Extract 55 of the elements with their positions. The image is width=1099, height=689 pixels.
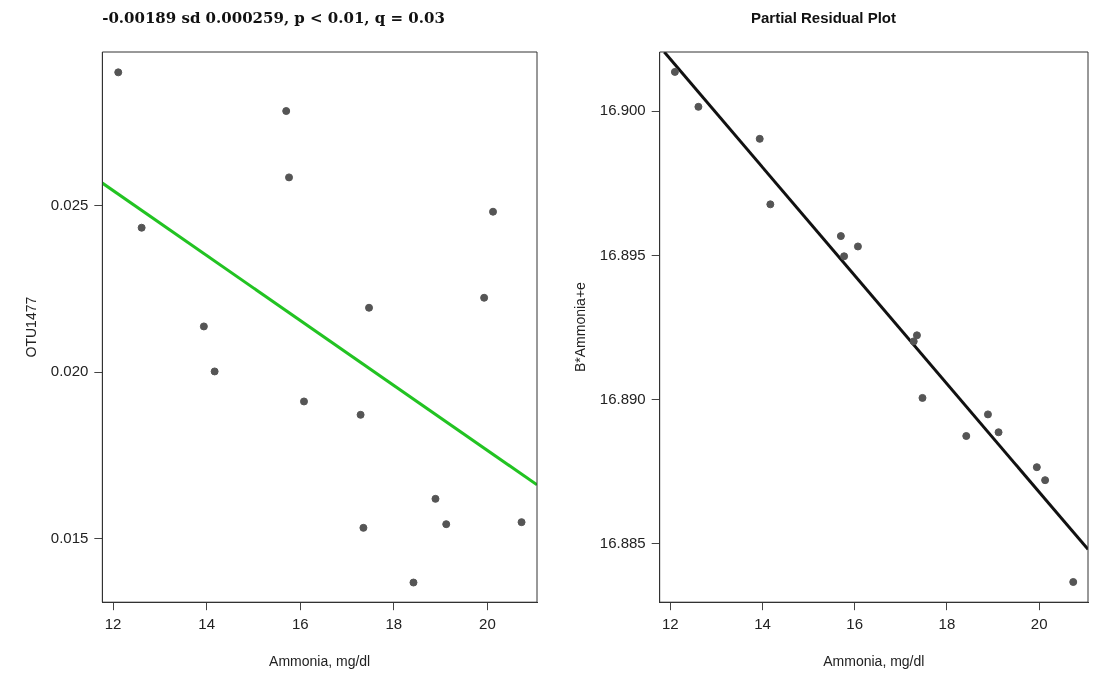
x-tick-label: 14: [198, 615, 216, 633]
x-tick-label: 12: [661, 615, 679, 633]
y-tick-label: 0.015: [50, 528, 89, 546]
point: [299, 397, 308, 406]
x-tick-label: 12: [104, 615, 122, 633]
point: [670, 67, 679, 76]
x-tick-label: 20: [479, 615, 496, 633]
x-tick-label: 16: [846, 615, 864, 633]
x-tick-label: 14: [754, 615, 771, 633]
point: [983, 410, 992, 419]
point: [840, 252, 849, 261]
y-tick-label: 16.885: [599, 534, 646, 552]
x-tick-label: 20: [1030, 615, 1048, 633]
x-axis-title: Ammonia, mg/dl: [269, 653, 371, 670]
point: [962, 432, 971, 441]
y-axis-title: OTU1477: [23, 296, 40, 358]
point: [365, 303, 374, 312]
point: [1032, 463, 1041, 472]
x-tick-label: 18: [385, 615, 403, 633]
point: [114, 68, 123, 77]
point: [1069, 578, 1078, 586]
point: [137, 223, 146, 232]
y-tick-label: 16.900: [599, 101, 646, 119]
point: [210, 367, 219, 376]
point: [480, 293, 489, 302]
point: [994, 428, 1003, 437]
y-tick-label: 0.020: [50, 362, 89, 380]
point: [918, 393, 927, 402]
y-tick-label: 16.895: [599, 245, 646, 263]
y-axis-title: B*Ammonia+e: [572, 281, 589, 373]
x-tick-label: 16: [291, 615, 309, 633]
y-tick-label: 0.025: [50, 195, 89, 213]
chart-title: -0.00189 sd 0.000259, p < 0.01, q = 0.03: [102, 8, 445, 27]
point: [282, 107, 291, 116]
point: [409, 578, 418, 587]
point: [285, 173, 294, 182]
point: [356, 410, 365, 419]
y-tick-label: 16.890: [599, 389, 646, 407]
point: [359, 523, 368, 532]
point: [442, 520, 451, 529]
x-tick-label: 18: [938, 615, 956, 633]
point: [1041, 476, 1050, 485]
point: [489, 207, 498, 216]
point: [755, 134, 764, 143]
x-axis-title: Ammonia, mg/dl: [823, 653, 925, 670]
point: [694, 102, 703, 111]
point: [912, 331, 921, 340]
point: [853, 242, 862, 251]
point: [836, 232, 845, 241]
point: [431, 494, 440, 503]
point: [766, 200, 775, 209]
point: [909, 337, 918, 346]
point: [517, 518, 526, 527]
chart-title: Partial Residual Plot: [750, 9, 897, 27]
point: [199, 322, 208, 331]
